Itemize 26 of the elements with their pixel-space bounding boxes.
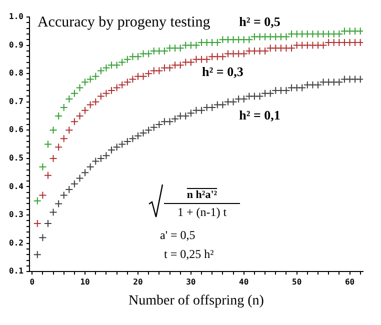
x-tick-label: 50 xyxy=(292,277,302,286)
series-label: h² = 0,3 xyxy=(202,64,244,79)
x-tick-label: 10 xyxy=(80,277,90,286)
y-tick-label: 0.8 xyxy=(8,68,24,78)
y-tick-label: 0.5 xyxy=(8,154,24,163)
x-tick-label: 60 xyxy=(344,277,355,286)
y-tick-label: 0.1 xyxy=(8,266,24,276)
annotation: 1 + (n-1) t xyxy=(176,205,228,219)
x-tick-label: 30 xyxy=(186,277,196,286)
y-tick-label: 1.0 xyxy=(8,12,24,22)
y-tick-label: 0.2 xyxy=(8,238,24,248)
x-tick-label: 20 xyxy=(133,277,143,286)
y-tick-label: 0.4 xyxy=(8,182,24,191)
y-tick-label: 0.6 xyxy=(8,125,24,134)
x-tick-label: 0 xyxy=(30,277,35,286)
x-axis-title: Number of offspring (n) xyxy=(128,293,264,308)
chart-title: Accuracy by progeny testing xyxy=(37,14,211,30)
series-label: h² = 0,1 xyxy=(239,108,280,123)
y-tick-label: 0.3 xyxy=(8,210,24,220)
x-tick-label: 40 xyxy=(239,277,249,286)
y-tick-label: 0.7 xyxy=(8,96,24,106)
series-label: h² = 0,5 xyxy=(239,14,281,30)
annotation: t = 0,25 h² xyxy=(164,247,215,261)
annotation: n h²a'² xyxy=(164,187,240,204)
y-tick-label: 0.9 xyxy=(8,40,24,50)
annotation: a' = 0,5 xyxy=(160,228,196,242)
